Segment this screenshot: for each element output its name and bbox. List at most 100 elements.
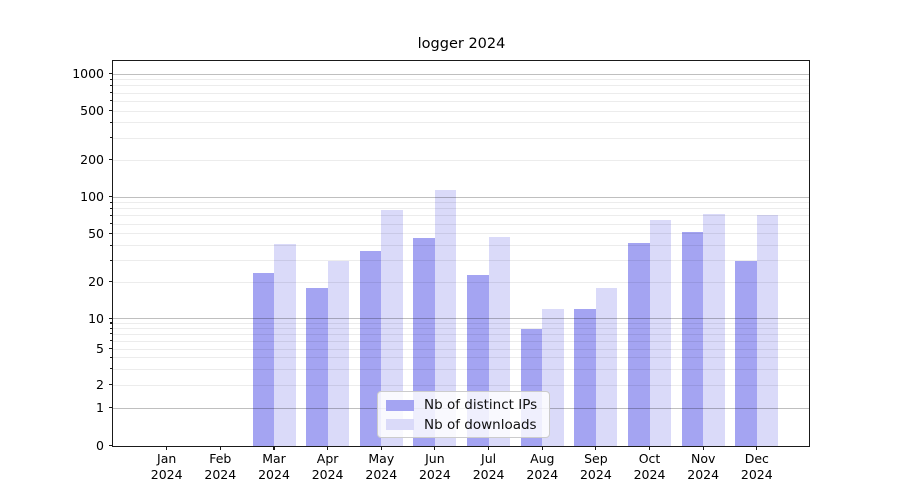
x-tick-mark [541, 446, 543, 450]
y-tick-mark [108, 317, 113, 319]
gridline-minor [113, 260, 809, 262]
gridline-minor [113, 215, 809, 217]
bar-distinct-ips-nov [681, 231, 704, 446]
y-tick-label: 20 [88, 274, 104, 290]
y-tick-mark [108, 407, 113, 409]
x-tick-mark [595, 446, 597, 450]
x-tick-mark [273, 446, 275, 450]
gridline-minor [113, 333, 809, 335]
bar-distinct-ips-apr [306, 287, 328, 446]
bar-downloads-dec [756, 215, 779, 446]
x-tick-label: Oct 2024 [633, 450, 666, 482]
y-tick-label: 100 [80, 189, 104, 204]
y-tick-label: 5 [96, 341, 104, 356]
x-tick-label: Dec 2024 [740, 450, 773, 482]
bar-distinct-ips-sep [574, 309, 596, 446]
bar-downloads-nov [703, 214, 725, 446]
bar-distinct-ips-may [359, 251, 382, 446]
y-minor-tick-mark [110, 92, 113, 94]
bar-distinct-ips-oct [628, 242, 650, 446]
gridline-minor [113, 322, 809, 324]
x-tick-label: Jul 2024 [472, 450, 505, 482]
gridline-minor [113, 328, 809, 329]
y-tick-mark [108, 110, 113, 112]
gridline-minor [113, 245, 809, 246]
gridline-minor [113, 79, 809, 81]
legend-item-downloads: Nb of downloads [386, 417, 539, 434]
x-tick-label: Feb 2024 [204, 450, 237, 482]
y-minor-tick-mark [110, 327, 113, 329]
y-tick-label: 1000 [72, 66, 104, 81]
y-minor-tick-mark [110, 84, 113, 87]
y-tick-mark [108, 445, 113, 447]
y-tick-label: 2 [96, 377, 104, 392]
y-tick-mark [108, 196, 113, 198]
y-minor-tick-mark [110, 244, 113, 246]
gridline-minor [113, 368, 809, 370]
y-minor-tick-mark [110, 214, 113, 217]
y-tick-mark [108, 159, 113, 161]
x-tick-mark [702, 446, 704, 450]
y-tick-label: 0 [96, 438, 104, 453]
y-minor-tick-mark [110, 223, 113, 225]
gridline-minor [113, 85, 809, 87]
gridline-major [113, 196, 809, 198]
y-tick-mark [108, 73, 113, 75]
y-minor-tick-mark [110, 333, 113, 335]
gridline-minor [113, 92, 809, 94]
gridline-minor [113, 384, 809, 386]
bar-downloads-oct [649, 219, 671, 446]
x-tick-mark [380, 446, 382, 450]
x-tick-mark [756, 446, 758, 450]
x-tick-label: May 2024 [365, 450, 398, 482]
gridline-minor [113, 357, 809, 359]
y-tick-mark [108, 384, 113, 386]
x-tick-label: Sep 2024 [579, 450, 612, 482]
y-minor-tick-mark [110, 121, 113, 124]
bar-downloads-may [381, 210, 403, 446]
x-tick-label: Nov 2024 [687, 450, 720, 482]
x-tick-mark [219, 446, 221, 450]
gridline-minor [113, 122, 809, 124]
y-minor-tick-mark [110, 340, 113, 342]
y-tick-label: 500 [80, 103, 104, 118]
x-tick-mark [327, 446, 329, 450]
gridline-minor [113, 202, 809, 204]
bar-distinct-ips-dec [735, 260, 757, 446]
gridline-minor [113, 223, 809, 225]
y-tick-mark [108, 281, 113, 283]
x-tick-label: Mar 2024 [258, 450, 290, 482]
y-tick-label: 10 [88, 310, 104, 326]
y-tick-label: 1 [96, 400, 104, 415]
bar-downloads-apr [327, 260, 350, 446]
legend-label-downloads: Nb of downloads [424, 416, 537, 433]
x-tick-label: Aug 2024 [526, 450, 559, 482]
y-minor-tick-mark [110, 207, 113, 209]
y-minor-tick-mark [110, 259, 113, 261]
bar-downloads-jun [434, 189, 457, 446]
gridline-minor [113, 159, 809, 161]
gridline-minor [113, 208, 809, 210]
gridline-minor [113, 281, 809, 283]
x-tick-mark [166, 446, 168, 450]
bar-downloads-sep [595, 287, 618, 446]
x-tick-label: Apr 2024 [311, 450, 344, 482]
x-tick-mark [648, 446, 651, 450]
legend-swatch-distinct-ips [386, 399, 414, 411]
gridline-major [113, 318, 809, 320]
legend: Nb of distinct IPs Nb of downloads [377, 391, 550, 438]
gridline-minor [113, 233, 809, 235]
y-minor-tick-mark [110, 322, 113, 324]
gridline-major [113, 73, 809, 75]
chart-title: logger 2024 [417, 36, 506, 52]
x-tick-label: Jan 2024 [150, 450, 183, 482]
bar-distinct-ips-mar [252, 272, 274, 446]
y-tick-label: 200 [80, 152, 104, 167]
x-tick-mark [434, 446, 436, 450]
y-minor-tick-mark [110, 368, 113, 370]
plot-area: Nb of distinct IPs Nb of downloads [112, 60, 810, 447]
gridline-minor [113, 110, 809, 112]
y-minor-tick-mark [110, 78, 113, 80]
y-minor-tick-mark [110, 201, 113, 203]
